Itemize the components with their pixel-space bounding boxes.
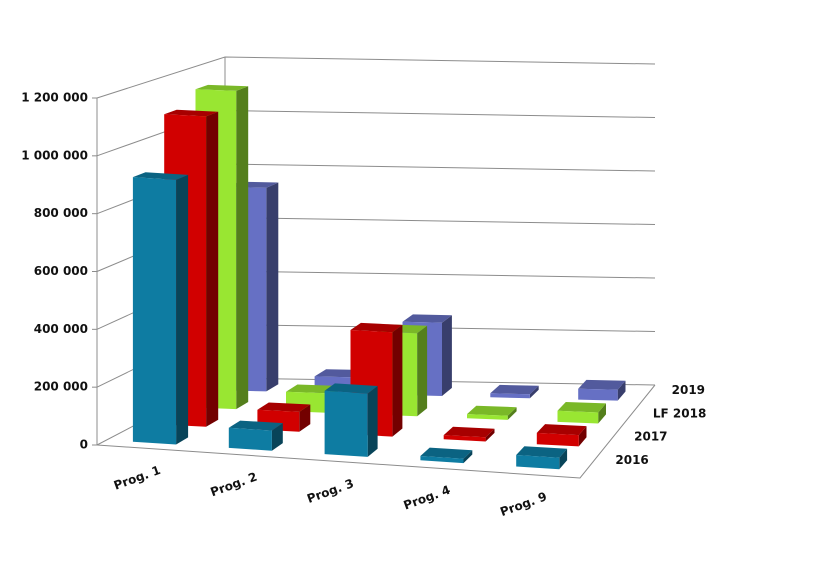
bar [557,410,599,424]
series-label: 2019 [672,383,705,397]
x-tick-label: Prog. 9 [498,489,548,519]
bar-side [176,174,189,445]
y-tick-label: 1 200 000 [21,91,88,105]
bar-side [578,426,587,447]
grid-line [96,56,656,99]
bar [228,427,272,451]
bar [324,390,368,457]
x-tick-label: Prog. 4 [402,483,452,513]
bar [443,435,486,442]
bar-side [236,86,249,410]
y-tick-label: 600 000 [34,264,88,278]
bar-top [443,426,495,438]
bar-side [299,404,311,432]
series-label: LF 2018 [653,406,706,420]
bar [578,388,618,401]
x-tick-label: Prog. 1 [112,463,162,493]
floor-edge [96,384,656,479]
x-tick-label: Prog. 2 [208,470,258,500]
bar-top [350,322,403,333]
y-tick-label: 200 000 [34,380,88,394]
bar-top [195,84,249,91]
bar-side [463,450,473,464]
bar-side [266,182,279,392]
bar [490,393,530,399]
bar [420,456,464,464]
bar-side [442,315,452,396]
y-tick-label: 0 [80,438,88,452]
bar-top [164,109,219,117]
bar-side [392,324,403,437]
series-label: 2016 [615,453,648,467]
bar-top [420,447,473,459]
bar-top [228,420,283,431]
bar-side [507,407,517,420]
bar-side [367,386,378,457]
y-tick-label: 1 000 000 [21,148,88,162]
bar-top [516,446,568,458]
bar-side [559,448,568,470]
bar [467,414,508,420]
bar-top [490,384,539,395]
y-tick-label: 400 000 [34,322,88,336]
bar-side [485,428,495,442]
bar-top [557,402,606,413]
bar [536,432,579,447]
bar-side [598,403,606,424]
bar-top [257,402,311,412]
bar-side [206,111,219,427]
bar [516,455,560,470]
bar-side [271,423,283,451]
bar-top [467,405,517,416]
bar-top [132,172,189,180]
x-tick-label: Prog. 3 [305,476,355,506]
bar-side [529,385,539,399]
bar-top [536,424,587,436]
bar-top [324,383,378,394]
bar-side [617,380,626,401]
bar-side [417,325,428,417]
bar-top [578,379,626,390]
bar-top [402,314,452,323]
y-tick-label: 800 000 [34,206,88,220]
bar [132,177,177,445]
series-label: 2017 [634,430,667,444]
